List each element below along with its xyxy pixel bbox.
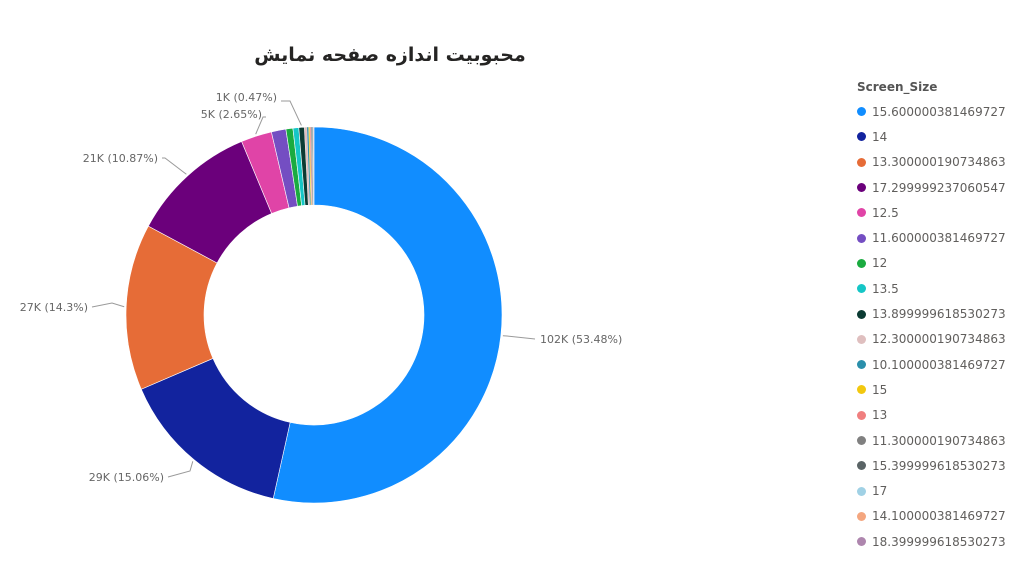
legend-item-1[interactable]: 14 [857, 124, 1017, 149]
legend-item-6[interactable]: 12 [857, 251, 1017, 276]
legend-swatch [857, 537, 866, 547]
leader-line-0 [502, 335, 536, 340]
legend-swatch [857, 284, 866, 294]
legend-label: 15.399999618530273 [872, 458, 1006, 473]
legend-label: 14.100000381469727 [872, 509, 1006, 524]
legend-label: 17 [872, 484, 888, 499]
data-label-4: 5K (2.65%) [201, 108, 262, 121]
legend-item-8[interactable]: 13.899999618530273 [857, 301, 1017, 326]
legend-item-5[interactable]: 11.600000381469727 [857, 225, 1017, 250]
legend-swatch [857, 309, 866, 319]
leader-lines [91, 100, 536, 478]
legend: Screen_Size 15.600000381469727 14 13.30000… [857, 80, 1017, 554]
legend-item-11[interactable]: 15 [857, 377, 1017, 402]
legend-swatch [857, 436, 866, 445]
data-label-3: 21K (10.87%) [83, 152, 158, 165]
legend-swatch [857, 410, 866, 420]
legend-item-2[interactable]: 13.300000190734863 [857, 150, 1017, 175]
legend-item-12[interactable]: 13 [857, 403, 1017, 428]
legend-swatch [857, 511, 866, 521]
legend-swatch [857, 208, 866, 218]
data-label-8: 1K (0.47%) [216, 91, 277, 104]
legend-title: Screen_Size [857, 80, 938, 94]
legend-item-13[interactable]: 11.300000190734863 [857, 428, 1017, 453]
legend-label: 13 [872, 408, 888, 423]
legend-swatch [857, 233, 866, 243]
legend-label: 13.300000190734863 [872, 155, 1006, 170]
legend-label: 13.5 [872, 281, 899, 296]
legend-label: 12 [872, 256, 888, 271]
legend-item-15[interactable]: 17 [857, 478, 1017, 503]
legend-item-16[interactable]: 14.100000381469727 [857, 504, 1017, 529]
legend-item-7[interactable]: 13.5 [857, 276, 1017, 301]
legend-item-0[interactable]: 15.600000381469727 [857, 99, 1017, 124]
leader-line-2 [91, 302, 125, 308]
leader-line-4 [255, 116, 266, 135]
chart-title: محبوبیت اندازه صفحه نمایش [254, 44, 526, 66]
legend-swatch [857, 360, 866, 370]
legend-item-10[interactable]: 10.100000381469727 [857, 352, 1017, 377]
legend-label: 12.300000190734863 [872, 332, 1006, 347]
legend-item-14[interactable]: 15.399999618530273 [857, 453, 1017, 478]
legend-swatch [857, 157, 866, 167]
data-label-1: 29K (15.06%) [89, 471, 164, 484]
legend-swatch [857, 486, 866, 496]
legend-label: 14 [872, 129, 888, 144]
legend-label: 18.399999618530273 [872, 534, 1006, 549]
legend-item-4[interactable]: 12.5 [857, 200, 1017, 225]
data-label-0: 102K (53.48%) [540, 333, 622, 346]
legend-swatch [857, 132, 866, 142]
slice-0[interactable] [272, 126, 503, 504]
legend-item-17[interactable]: 18.399999618530273 [857, 529, 1017, 554]
legend-label: 15 [872, 382, 888, 397]
legend-item-9[interactable]: 12.300000190734863 [857, 327, 1017, 352]
data-label-2: 27K (14.3%) [20, 301, 88, 314]
legend-swatch [857, 385, 866, 395]
leader-line-1 [167, 461, 194, 478]
data-labels: 102K (53.48%) 29K (15.06%) 27K (14.3%) 21K … [20, 91, 622, 484]
legend-label: 15.600000381469727 [872, 104, 1006, 119]
legend-items: 15.600000381469727 14 13.300000190734863 17… [857, 99, 1017, 554]
legend-label: 10.100000381469727 [872, 357, 1006, 372]
leader-line-8 [281, 100, 302, 126]
legend-label: 12.5 [872, 205, 899, 220]
legend-swatch [857, 183, 866, 193]
leader-line-3 [162, 157, 187, 175]
legend-label: 11.300000190734863 [872, 433, 1006, 448]
legend-item-3[interactable]: 17.299999237060547 [857, 175, 1017, 200]
donut-slices [125, 126, 503, 504]
legend-swatch [857, 258, 866, 268]
legend-swatch [857, 461, 866, 471]
legend-swatch [857, 334, 866, 344]
legend-label: 17.299999237060547 [872, 180, 1006, 195]
legend-label: 13.899999618530273 [872, 307, 1006, 322]
legend-swatch [857, 107, 866, 117]
legend-label: 11.600000381469727 [872, 231, 1006, 246]
